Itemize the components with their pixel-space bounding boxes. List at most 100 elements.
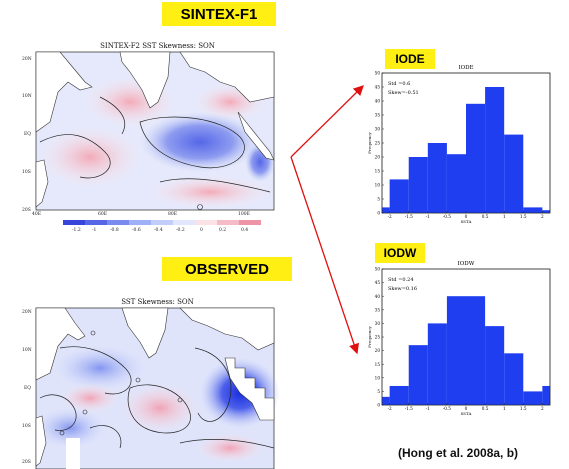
y-tick-label: 45 — [375, 85, 381, 90]
x-axis-label: SSTA — [461, 411, 472, 416]
colorbar-tick: 0.2 — [219, 227, 226, 233]
y-tick-label: 25 — [375, 335, 381, 340]
x-tick-label: -1.5 — [405, 214, 413, 219]
y-tick-label: 5 — [377, 197, 380, 202]
iodw-label: IODW — [375, 243, 425, 263]
x-tick-label: -0.5 — [443, 406, 451, 411]
y-tick-label: 0 — [377, 403, 380, 408]
x-axis-label: SSTA — [461, 219, 472, 224]
y-tick-label: 0 — [377, 211, 380, 216]
y-tick-label: 25 — [375, 141, 381, 146]
histogram-bar — [389, 385, 409, 405]
x-tick-label: -2 — [388, 214, 392, 219]
histogram-bar — [485, 326, 505, 405]
y-tick-label: 20 — [375, 348, 381, 353]
model-map-title: SINTEX-F2 SST Skewness: SON — [100, 42, 215, 50]
x-tick-label: 1 — [503, 214, 506, 219]
x-tick-label: -1 — [426, 406, 430, 411]
colorbar-tick: -1 — [92, 227, 97, 233]
iode-histogram: IODE 0 5 10 15 20 25 30 35 40 45 50 -2 -1.5 -1 -0.5 0 0.5… — [367, 65, 551, 224]
histogram-bar — [485, 87, 505, 213]
y-tick-label: 40 — [375, 294, 381, 299]
y-tick-label: 50 — [375, 71, 381, 76]
iode-label: IODE — [385, 49, 435, 69]
stats-annotation: Std =0.6 — [388, 81, 410, 87]
x-tick-label: 1 — [503, 406, 506, 411]
x-tick-label: 1.5 — [520, 406, 527, 411]
x-tick-label: -1.5 — [405, 406, 413, 411]
histogram-bar — [408, 345, 428, 405]
lon-label: 100E — [238, 212, 250, 217]
x-tick-label: 0.5 — [482, 214, 489, 219]
lat-label: 10N — [22, 94, 32, 99]
histogram-bar — [523, 391, 543, 405]
y-tick-label: 45 — [375, 280, 381, 285]
x-tick-label: 2 — [541, 406, 544, 411]
lon-label: 40E — [32, 212, 42, 217]
model-map-svg — [35, 51, 275, 225]
arrow-to-iodw — [290, 156, 360, 355]
hist-title: IODE — [458, 65, 473, 71]
lat-label: 20S — [22, 208, 31, 213]
model-skewness-map: SINTEX-F2 SST Skewness: SON — [22, 42, 285, 233]
histogram-bar — [466, 103, 486, 213]
lat-label: EQ — [24, 132, 31, 137]
y-tick-label: 35 — [375, 307, 381, 312]
stats-box — [385, 78, 433, 98]
x-tick-label: -1 — [426, 214, 430, 219]
observed-map-svg — [35, 307, 280, 469]
histogram-bar — [542, 210, 550, 213]
colorbar-labels: -1.2 -1 -0.8 -0.6 -0.4 -0.2 0 0.2 0.4 — [72, 227, 248, 233]
hist-title: IODW — [458, 261, 475, 267]
y-tick-label: 50 — [375, 267, 381, 272]
y-tick-label: 5 — [377, 389, 380, 394]
histogram-bar — [427, 323, 447, 405]
lon-label: 80E — [168, 212, 178, 217]
observed-map-title: SST Skewness: SON — [121, 298, 194, 306]
observed-skewness-map: SST Skewness: SON — [22, 298, 285, 469]
histogram-bar — [382, 207, 390, 213]
histogram-bar — [382, 396, 390, 405]
colorbar-tick: -0.4 — [154, 227, 163, 233]
lat-label: 10N — [22, 348, 32, 353]
citation: (Hong et al. 2008a, b) — [398, 446, 519, 460]
histogram-bar — [523, 207, 543, 213]
colorbar-tick: 0.4 — [241, 227, 248, 233]
x-tick-label: -2 — [388, 406, 392, 411]
y-tick-label: 10 — [375, 375, 381, 380]
lat-label: 20N — [22, 310, 32, 315]
y-tick-label: 15 — [375, 169, 381, 174]
y-axis-label: Frequency — [367, 325, 372, 347]
histogram-bar — [427, 143, 447, 213]
y-tick-label: 10 — [375, 183, 381, 188]
colorbar-tick: -0.2 — [176, 227, 185, 233]
observed-banner: OBSERVED — [162, 257, 292, 281]
stats-annotation: Skew=0.16 — [388, 286, 417, 292]
iodw-histogram: IODW 0 5 10 15 20 25 30 35 40 45 50 -2 -1.5 -1 -0.5 0 0.5… — [367, 261, 551, 416]
lat-label: 10S — [22, 424, 31, 429]
lat-label: 20S — [22, 460, 31, 465]
histogram-bar — [504, 353, 524, 405]
stats-box — [385, 274, 433, 294]
y-tick-label: 15 — [375, 362, 381, 367]
histogram-bar — [446, 296, 466, 405]
x-tick-label: 2 — [541, 214, 544, 219]
x-tick-label: -0.5 — [443, 214, 451, 219]
colorbar-tick: -0.8 — [110, 227, 119, 233]
stats-annotation: Skew=-0.51 — [388, 90, 419, 96]
colorbar-tick: 0 — [200, 227, 203, 233]
histogram-bar — [446, 154, 466, 213]
histogram-bar — [466, 296, 486, 405]
lat-label: EQ — [24, 386, 31, 391]
y-tick-label: 30 — [375, 321, 381, 326]
y-tick-label: 40 — [375, 99, 381, 104]
histogram-bar — [542, 385, 550, 405]
histogram-bar — [389, 179, 409, 213]
x-tick-label: 0.5 — [482, 406, 489, 411]
x-tick-label: 0 — [465, 214, 468, 219]
y-tick-label: 35 — [375, 113, 381, 118]
lat-label: 20N — [22, 57, 32, 62]
lat-label: 10S — [22, 170, 31, 175]
sintex-banner: SINTEX-F1 — [162, 2, 276, 26]
stats-annotation: Std =0.24 — [388, 277, 414, 283]
